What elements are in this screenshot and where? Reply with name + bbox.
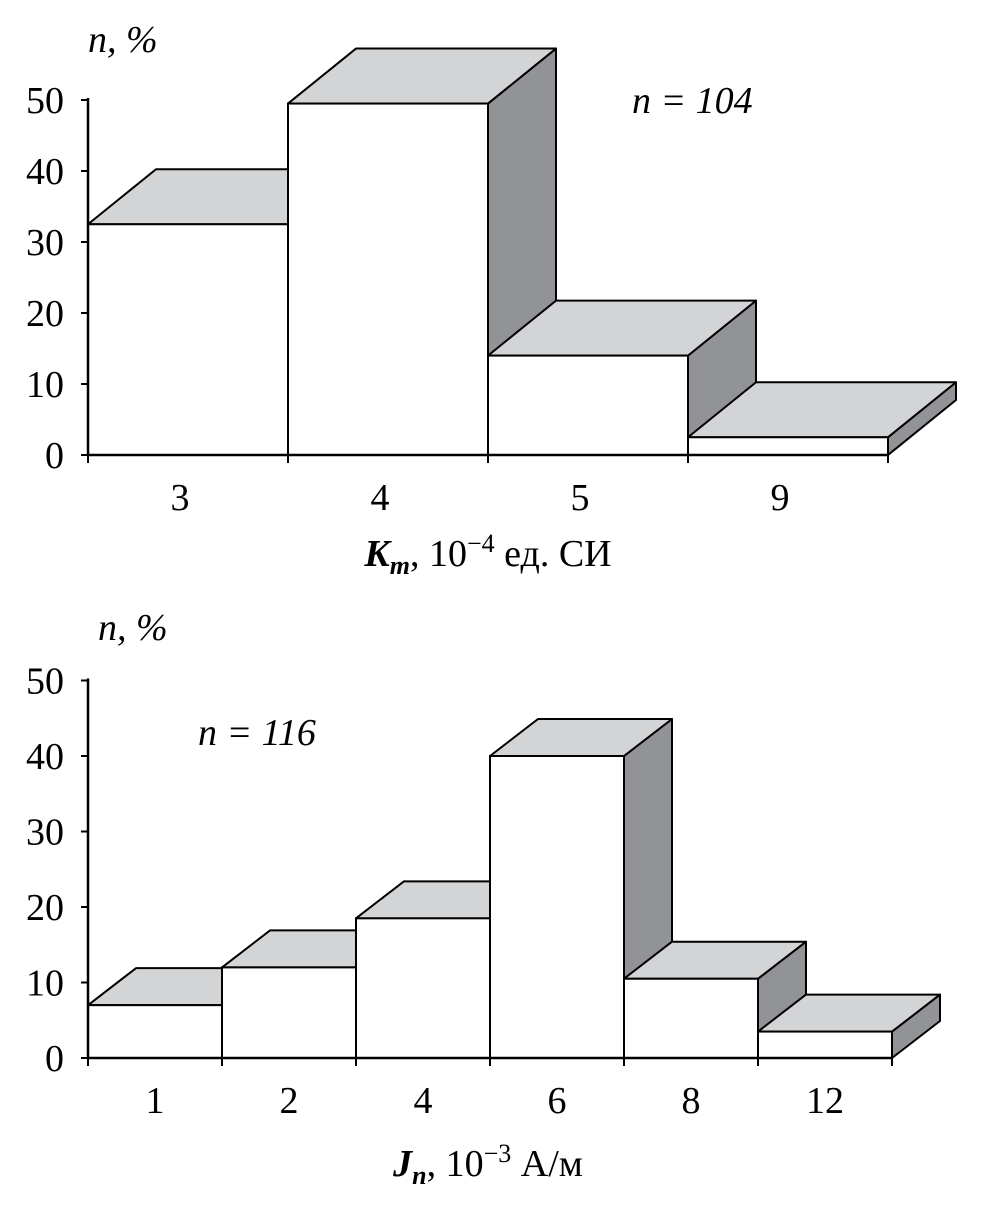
x-axis-exponent: −4 [467, 529, 495, 558]
y-tick-label: 0 [45, 1038, 64, 1080]
bar-front-face [623, 977, 759, 1059]
x-axis-subscript: m [390, 551, 410, 580]
y-tick-label: 20 [26, 887, 64, 929]
y-tick-label: 50 [26, 80, 64, 122]
y-tick-label: 30 [26, 812, 64, 854]
bar-9 [687, 381, 957, 456]
x-axis-symbol: K [363, 533, 392, 575]
x-axis-unit: А/м [511, 1143, 583, 1185]
y-tick-label: 20 [26, 293, 64, 335]
x-tick-label: 9 [771, 477, 790, 519]
x-tick-label: 12 [806, 1080, 844, 1122]
x-axis-unit: ед. СИ [495, 533, 612, 575]
bar-front-face [487, 354, 689, 457]
bars-group [87, 47, 957, 457]
bar-front-face [489, 755, 625, 1059]
sample-count-label: n = 104 [632, 80, 753, 122]
bar-front-face [355, 917, 491, 1060]
bar-front-face [87, 1004, 223, 1060]
bar-front-face [757, 1030, 893, 1059]
y-tick-label: 40 [26, 151, 64, 193]
x-tick-label: 3 [171, 477, 190, 519]
sample-count-label: n = 116 [198, 712, 316, 754]
y-tick-label: 0 [45, 435, 64, 477]
x-axis-label: Jn, 10−3 А/м [392, 1139, 583, 1190]
bar-5 [487, 299, 757, 457]
x-tick-label: 1 [146, 1080, 165, 1122]
x-axis-rest: , 10 [427, 1143, 484, 1185]
x-axis-exponent: −3 [484, 1139, 512, 1168]
y-tick-label: 30 [26, 222, 64, 264]
bar-front-face [287, 102, 489, 457]
x-axis-subscript: n [412, 1161, 426, 1190]
x-tick-label: 5 [571, 477, 590, 519]
x-tick-label: 4 [371, 477, 390, 519]
y-axis-label: n, % [88, 19, 158, 61]
axes-group: 0 10 20 30 40 50 3 4 5 9 [26, 80, 889, 519]
bar-front-face [87, 223, 289, 456]
bar-front-face [687, 436, 889, 456]
y-tick-label: 50 [26, 661, 64, 703]
bar-12 [757, 993, 941, 1059]
y-axis-label: n, % [98, 607, 168, 649]
histogram-km: n, % n = 104 0 10 20 30 40 50 3 4 5 9 Km, 10−4 ед… [26, 19, 957, 580]
x-tick-label: 4 [414, 1080, 433, 1122]
y-tick-label: 10 [26, 364, 64, 406]
x-axis-label: Km, 10−4 ед. СИ [363, 529, 611, 580]
x-axis-rest: , 10 [410, 533, 467, 575]
y-tick-label: 40 [26, 736, 64, 778]
bar-front-face [221, 966, 357, 1060]
x-axis-symbol: J [392, 1143, 413, 1185]
x-tick-label: 8 [682, 1080, 701, 1122]
y-tick-label: 10 [26, 963, 64, 1005]
bars-group [87, 718, 941, 1060]
x-tick-label: 2 [280, 1080, 299, 1122]
x-tick-label: 6 [548, 1080, 567, 1122]
